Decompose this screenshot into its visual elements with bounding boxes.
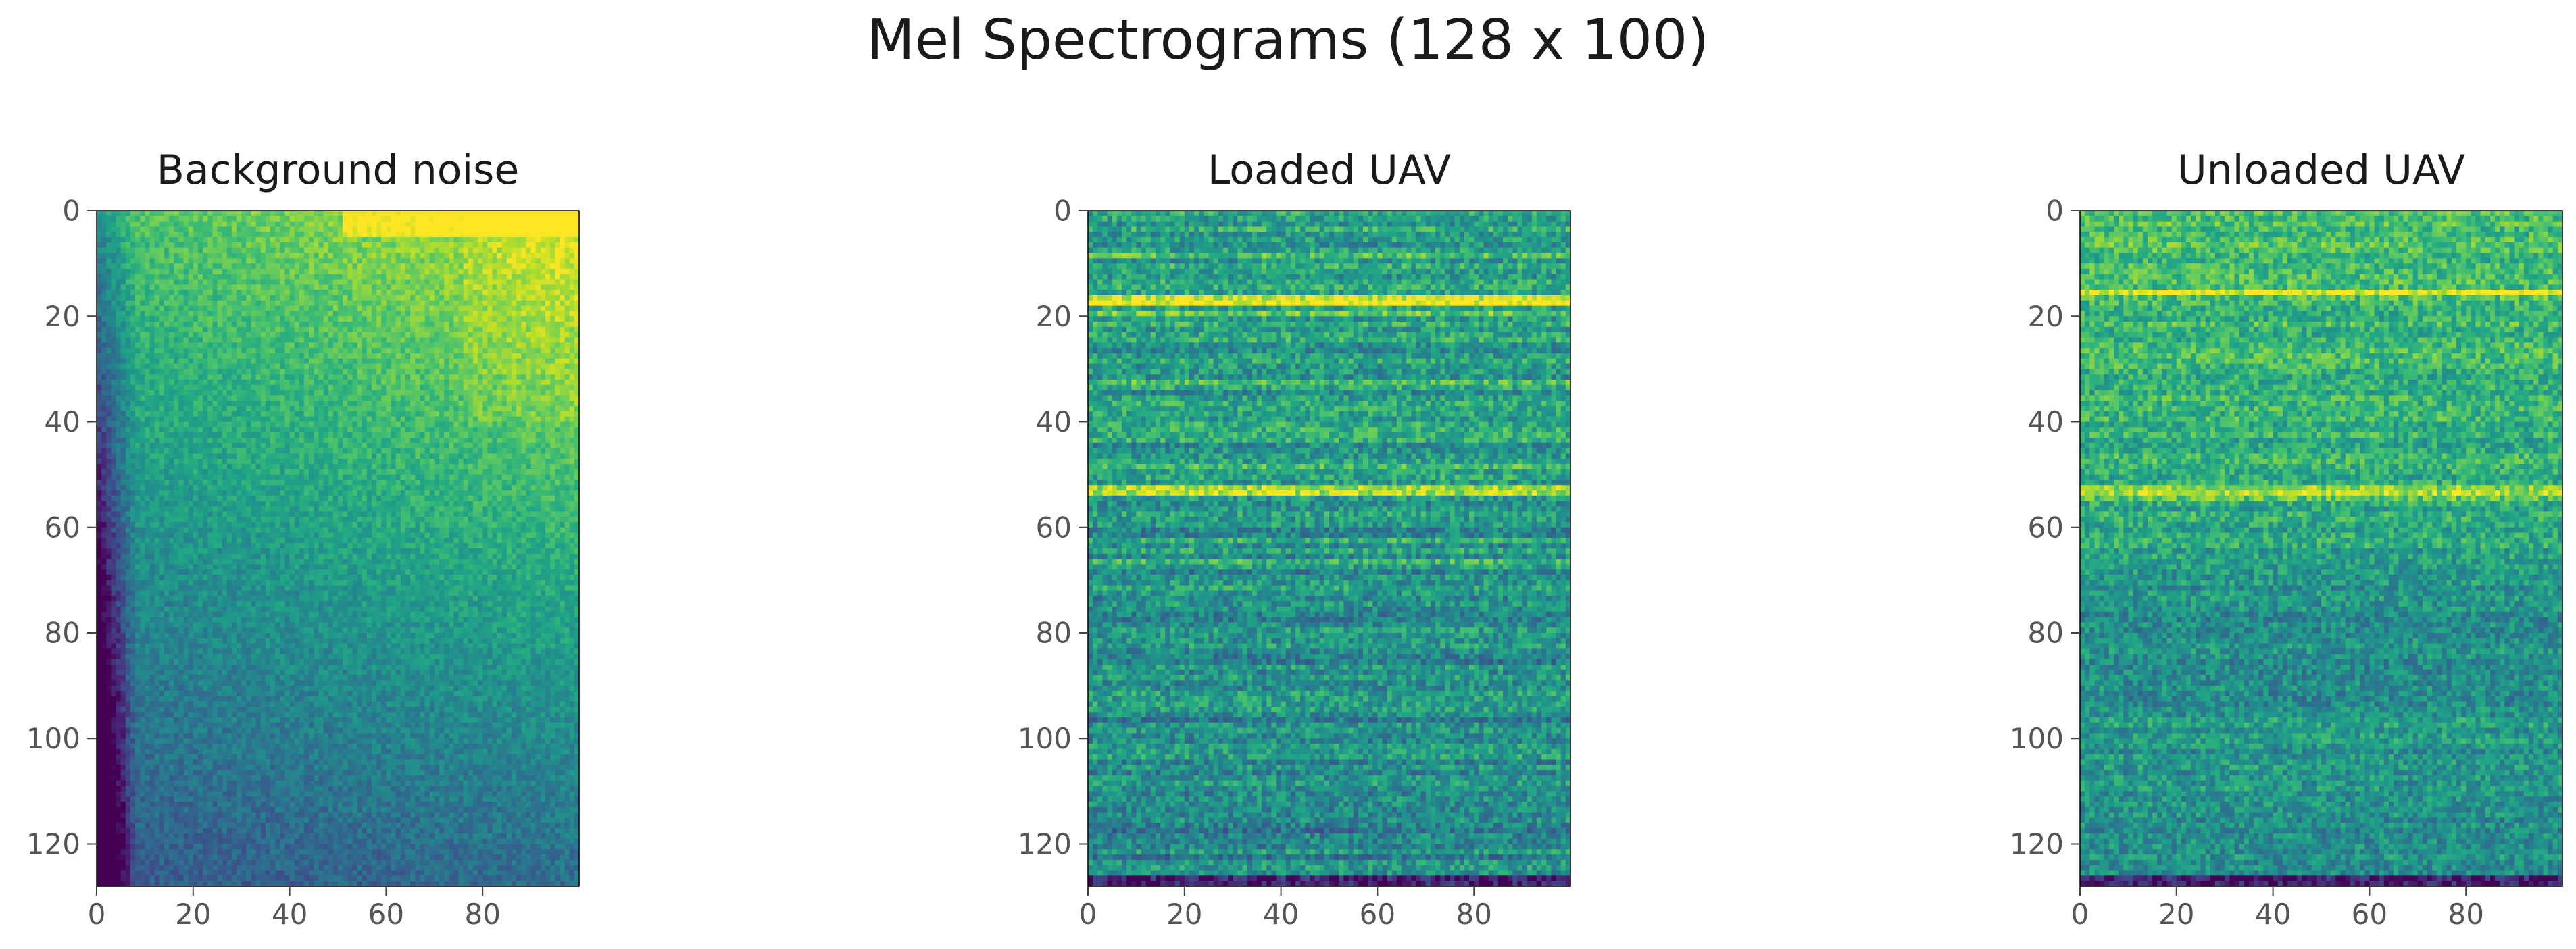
xtick-label: 0 — [2071, 898, 2089, 931]
xtick-label: 60 — [368, 898, 404, 931]
xtick-label: 0 — [88, 898, 106, 931]
xtick-label: 60 — [1360, 898, 1395, 931]
ytick-label: 0 — [62, 195, 80, 228]
xtick-label: 40 — [1263, 898, 1299, 931]
ytick-label: 80 — [1036, 617, 1072, 650]
ytick-label: 100 — [2010, 722, 2064, 755]
xtick-label: 20 — [175, 898, 211, 931]
ytick-label: 40 — [45, 405, 80, 438]
ytick-label: 0 — [2046, 195, 2064, 228]
ytick-label: 20 — [2028, 300, 2064, 333]
ytick-label: 80 — [45, 617, 80, 650]
ytick-label: 20 — [45, 300, 80, 333]
ytick-label: 120 — [26, 827, 80, 861]
ytick-label: 100 — [1018, 722, 1072, 755]
ytick-label: 20 — [1036, 300, 1072, 333]
ytick-label: 40 — [2028, 405, 2064, 438]
xtick-label: 40 — [2255, 898, 2291, 931]
xtick-label: 80 — [464, 898, 500, 931]
ytick-label: 80 — [2028, 617, 2064, 650]
ytick-label: 0 — [1054, 195, 1072, 228]
xtick-label: 80 — [1456, 898, 1491, 931]
ytick-label: 60 — [45, 511, 80, 544]
heatmap-loaded-uav — [1088, 211, 1571, 887]
ytick-label: 40 — [1036, 405, 1072, 438]
ytick-label: 100 — [26, 722, 80, 755]
xtick-label: 40 — [272, 898, 307, 931]
xtick-label: 80 — [2448, 898, 2483, 931]
ytick-label: 60 — [2028, 511, 2064, 544]
ytick-label: 120 — [2010, 827, 2064, 861]
xtick-label: 20 — [1166, 898, 1202, 931]
heatmap-unloaded-uav — [2080, 211, 2563, 887]
xtick-label: 0 — [1079, 898, 1097, 931]
ytick-label: 120 — [1018, 827, 1072, 861]
xtick-label: 60 — [2352, 898, 2387, 931]
ytick-label: 60 — [1036, 511, 1072, 544]
heatmap-background-noise — [97, 211, 580, 887]
xtick-label: 20 — [2158, 898, 2194, 931]
